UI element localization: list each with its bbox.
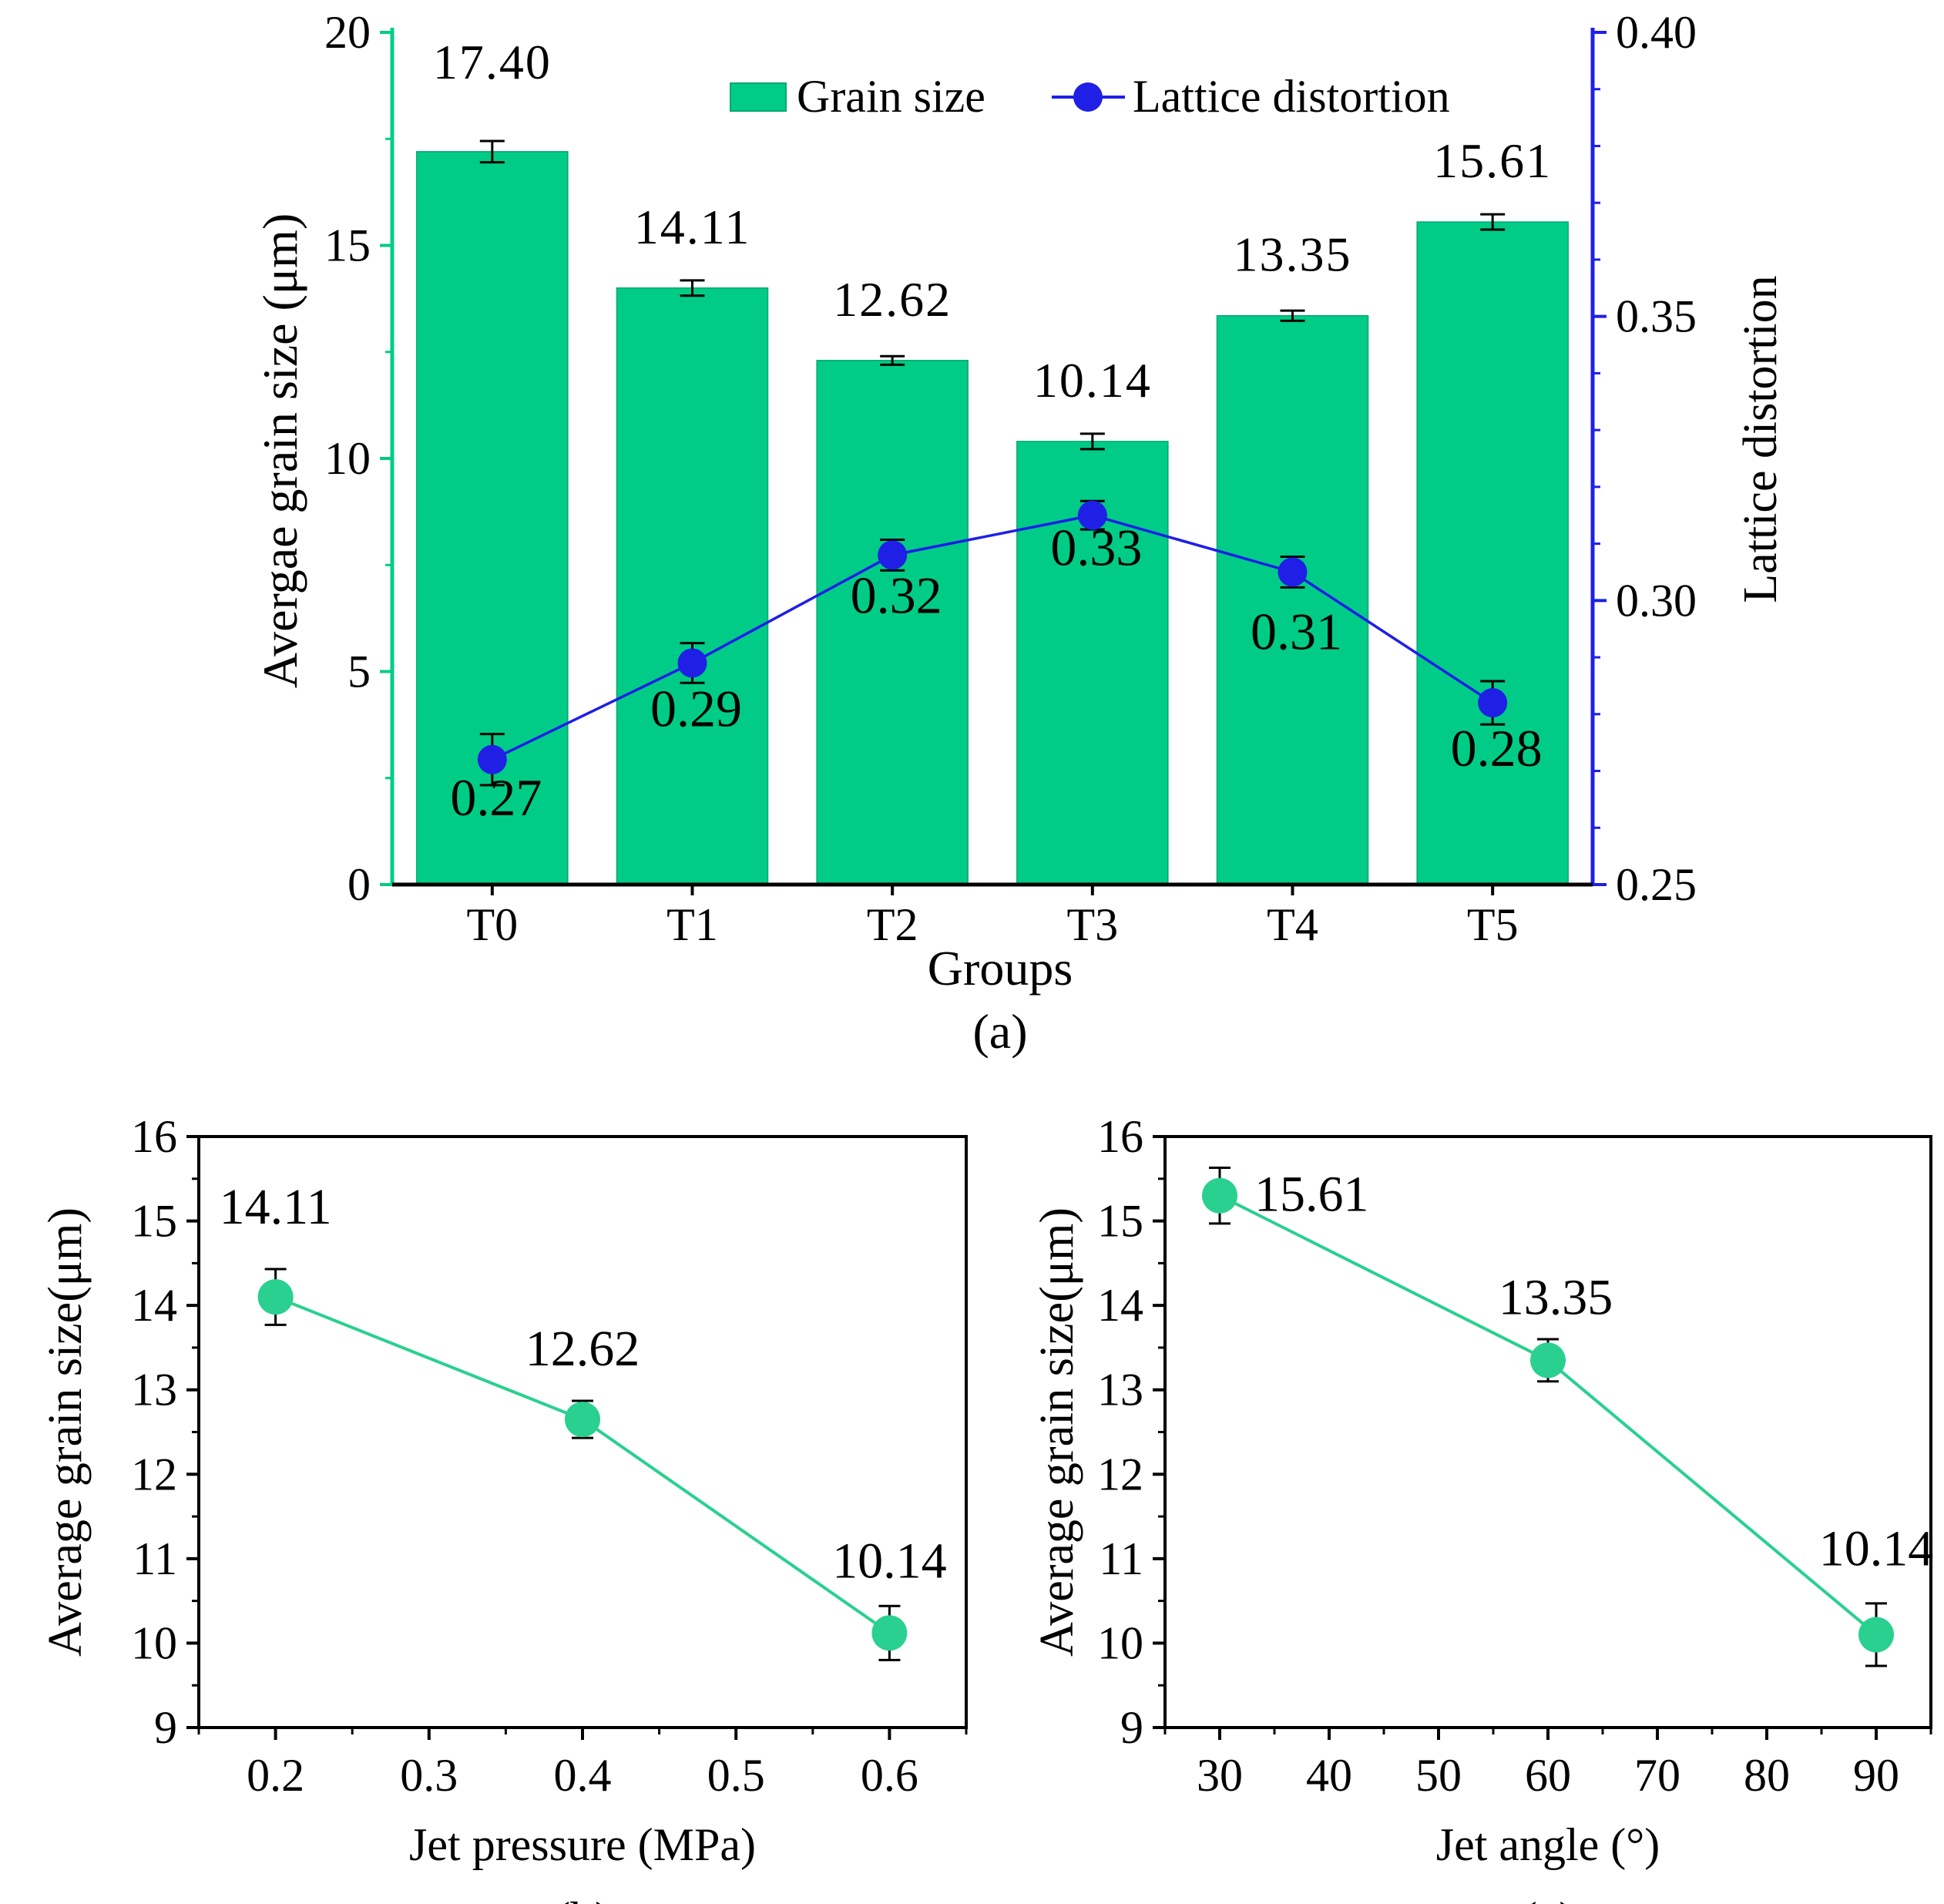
point-value-label: 10.14 — [832, 1533, 947, 1589]
bar-value-label: 12.62 — [833, 272, 952, 327]
right-y-axis-title: Lattice distortion — [1734, 275, 1787, 603]
left-tick-label: 20 — [324, 7, 371, 58]
bar-T1 — [616, 287, 769, 885]
bar-value-label: 17.40 — [433, 35, 552, 89]
data-point — [257, 1279, 294, 1315]
x-tick-label: T1 — [666, 899, 718, 950]
x-tick-label: 50 — [1415, 1750, 1462, 1801]
bar-T2 — [816, 360, 969, 885]
y-tick-label: 16 — [1097, 1111, 1143, 1162]
y-tick-label: 13 — [1097, 1365, 1143, 1415]
y-tick-label: 14 — [1097, 1280, 1143, 1331]
x-axis-title: Groups — [928, 941, 1073, 996]
panel-b: 9 10 11 12 13 14 15 16 0.2 0.3 0.4 0.5 0.6 14.11 12.62… — [39, 1111, 968, 1904]
right-tick-label: 0.40 — [1616, 7, 1697, 58]
bar-value-label: 15.61 — [1433, 133, 1552, 188]
x-tick-label: 60 — [1525, 1750, 1571, 1801]
panel-label: (b) — [554, 1892, 612, 1904]
y-tick-label: 11 — [1099, 1533, 1143, 1584]
legend-line-marker — [1073, 82, 1103, 112]
lattice-point-T1 — [677, 648, 707, 678]
data-point — [1530, 1342, 1566, 1378]
y-tick-label: 15 — [1097, 1196, 1143, 1247]
data-point — [871, 1615, 908, 1651]
lattice-point-T3 — [1077, 500, 1107, 530]
lattice-value-label: 0.28 — [1451, 719, 1543, 777]
x-tick-label: 0.4 — [554, 1750, 612, 1801]
panel-label: (c) — [1520, 1892, 1575, 1904]
x-tick-label: 0.3 — [400, 1750, 458, 1801]
right-tick-label: 0.35 — [1616, 291, 1697, 342]
panel-label: (a) — [972, 1004, 1027, 1059]
x-tick-label: 80 — [1744, 1750, 1790, 1801]
x-tick-label: T4 — [1267, 899, 1318, 950]
left-y-axis-title: Avergae grain size (μm) — [253, 213, 307, 689]
y-tick-label: 14 — [131, 1280, 177, 1331]
bar-T4 — [1216, 314, 1369, 885]
x-tick-label: 0.5 — [707, 1750, 765, 1801]
data-point — [1858, 1617, 1894, 1653]
y-axis-title: Average grain size(μm) — [1031, 1207, 1083, 1657]
y-tick-label: 9 — [1120, 1702, 1143, 1753]
left-tick-label: 15 — [324, 220, 371, 271]
x-tick-label: 70 — [1634, 1750, 1680, 1801]
legend-line-label: Lattice distortion — [1133, 71, 1450, 122]
left-tick-label: 5 — [348, 646, 371, 697]
lattice-point-T4 — [1278, 557, 1308, 587]
y-tick-label: 9 — [154, 1702, 177, 1753]
y-tick-label: 12 — [1097, 1449, 1143, 1499]
x-tick-label: 30 — [1197, 1750, 1243, 1801]
legend-bar-swatch — [730, 82, 787, 112]
x-tick-label: T5 — [1467, 899, 1519, 950]
x-axis-title: Jet pressure (MPa) — [409, 1819, 756, 1870]
lattice-value-label: 0.29 — [650, 679, 742, 737]
panel-a: 17.40 14.11 12.62 10.14 13.35 15.61 0.27 0.29 0.… — [253, 7, 1787, 1059]
left-tick-label: 10 — [324, 433, 371, 484]
y-tick-label: 12 — [131, 1449, 177, 1499]
y-tick-label: 15 — [131, 1196, 177, 1247]
series-line — [1219, 1194, 1878, 1637]
y-tick-label: 16 — [131, 1111, 177, 1162]
y-tick-label: 10 — [131, 1617, 177, 1668]
lattice-distortion-line — [492, 513, 1494, 761]
data-point — [565, 1402, 600, 1438]
x-axis-title: Jet angle (°) — [1436, 1819, 1660, 1870]
point-value-label: 15.61 — [1254, 1167, 1369, 1223]
x-tick-label: 40 — [1306, 1750, 1352, 1801]
right-tick-label: 0.30 — [1616, 575, 1697, 626]
lattice-value-label: 0.32 — [851, 566, 942, 624]
bar-value-label: 13.35 — [1234, 227, 1352, 282]
y-tick-label: 13 — [131, 1365, 177, 1415]
y-axis-title: Average grain size(μm) — [39, 1207, 92, 1657]
y-tick-label: 10 — [1097, 1617, 1143, 1668]
point-value-label: 13.35 — [1499, 1269, 1613, 1325]
right-tick-label: 0.25 — [1616, 859, 1697, 910]
legend-bar-label: Grain size — [797, 71, 985, 122]
bar-value-label: 14.11 — [634, 200, 751, 254]
left-tick-label: 0 — [348, 859, 371, 910]
x-tick-label: 90 — [1853, 1750, 1899, 1801]
x-tick-label: T2 — [867, 899, 918, 950]
x-tick-label: T0 — [467, 899, 519, 950]
bar-T5 — [1416, 221, 1569, 885]
point-value-label: 14.11 — [220, 1179, 332, 1235]
point-value-label: 10.14 — [1819, 1520, 1934, 1577]
x-tick-label: T3 — [1067, 899, 1119, 950]
bar-value-label: 10.14 — [1033, 353, 1152, 408]
x-tick-label: 0.2 — [247, 1750, 304, 1801]
y-tick-label: 11 — [133, 1533, 177, 1584]
panel-c: 9 10 11 12 13 14 15 16 30 40 50 60 70 80 90 15.61 13.35 1… — [1031, 1111, 1933, 1904]
lattice-point-T2 — [878, 540, 908, 570]
data-point — [1202, 1177, 1237, 1214]
x-tick-label: 0.6 — [861, 1750, 918, 1801]
lattice-value-label: 0.31 — [1251, 602, 1342, 660]
lattice-value-label: 0.33 — [1050, 519, 1142, 577]
lattice-point-T5 — [1478, 688, 1508, 718]
lattice-value-label: 0.27 — [450, 768, 542, 827]
point-value-label: 12.62 — [525, 1321, 640, 1377]
lattice-point-T0 — [477, 744, 507, 774]
